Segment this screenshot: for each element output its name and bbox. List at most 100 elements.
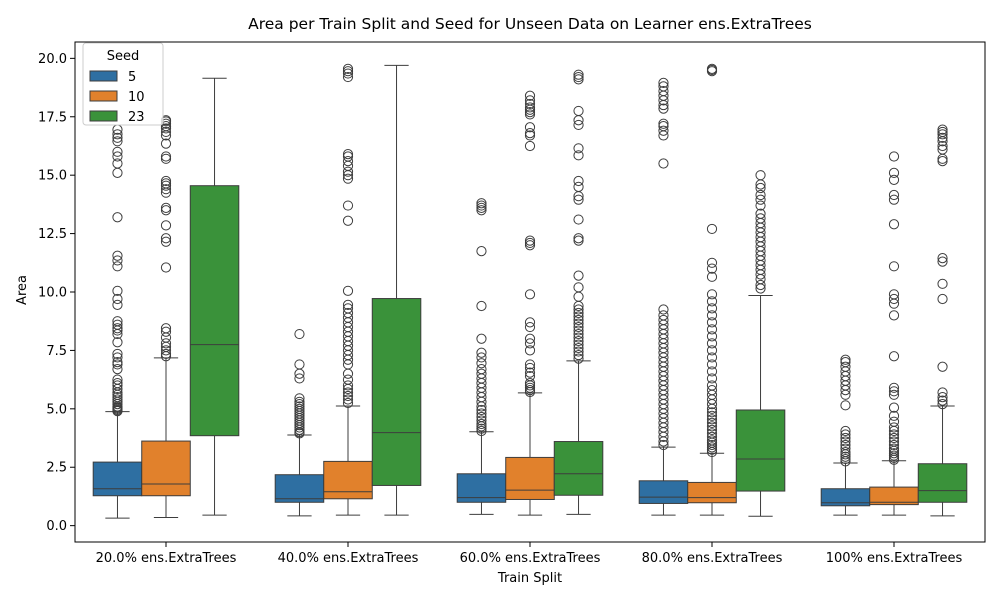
outlier-point: [706, 417, 718, 428]
x-tick-label: 60.0% ens.ExtraTrees: [460, 551, 601, 566]
outlier-point: [888, 436, 900, 447]
outlier-point: [160, 153, 172, 164]
outlier-point: [888, 174, 900, 185]
outlier-point: [112, 255, 123, 266]
outlier-point: [888, 194, 900, 205]
outlier-point: [476, 425, 487, 437]
outlier-point: [888, 439, 900, 451]
outlier-point: [112, 146, 123, 157]
box-body: [189, 185, 240, 437]
y-tick-label: 0.0: [46, 519, 67, 534]
outlier-point: [112, 348, 123, 360]
outlier-point: [294, 396, 305, 407]
y-axis: 0.0 2.5 5.0 7.5 10.0 12.5 15.0 17.5 20.0: [38, 52, 75, 534]
outlier-point: [573, 143, 584, 154]
outlier-point: [706, 366, 718, 377]
outlier-point: [573, 74, 584, 85]
x-tick-label: 40.0% ens.ExtraTrees: [278, 551, 419, 566]
x-tick-label: 100% ens.ExtraTrees: [826, 551, 963, 566]
y-tick-label: 12.5: [38, 227, 67, 242]
outlier-point: [342, 63, 354, 74]
outlier-point: [476, 364, 487, 375]
outlier-point: [937, 253, 948, 264]
outlier-point: [524, 128, 536, 139]
box-body: [638, 480, 689, 504]
outlier-point: [573, 342, 584, 354]
outlier-point: [706, 223, 718, 235]
box-10-3: [687, 63, 737, 516]
outlier-point: [112, 316, 123, 327]
outlier-point: [755, 213, 766, 224]
outlier-point: [573, 346, 584, 357]
outlier-point: [706, 385, 718, 396]
outlier-point: [573, 321, 584, 333]
box-10-1: [323, 63, 373, 516]
outlier-point: [524, 317, 536, 328]
outlier-point: [524, 237, 536, 249]
x-tick-label: 20.0% ens.ExtraTrees: [96, 551, 237, 566]
outlier-point: [658, 304, 669, 315]
outlier-point: [524, 382, 536, 393]
outlier-point: [160, 202, 172, 213]
legend-label-23: 23: [128, 110, 145, 125]
outlier-point: [342, 307, 354, 319]
box-5-4: [820, 354, 871, 516]
outlier-point: [573, 235, 584, 246]
outlier-point: [840, 429, 851, 440]
outlier-point: [573, 214, 584, 225]
outlier-point: [342, 303, 354, 314]
outlier-point: [888, 448, 900, 459]
outlier-point: [888, 189, 900, 201]
outlier-point: [573, 270, 584, 281]
outlier-point: [937, 392, 948, 403]
outlier-point: [706, 296, 718, 307]
outlier-point: [342, 390, 354, 402]
box-23-4: [917, 124, 968, 517]
outlier-point: [160, 345, 172, 356]
outlier-point: [294, 403, 305, 414]
outlier-point: [160, 121, 172, 132]
x-axis-label: Train Split: [497, 571, 562, 586]
legend-box: [82, 42, 164, 126]
y-tick-label: 7.5: [46, 344, 67, 359]
outlier-point: [840, 436, 851, 447]
outlier-point: [706, 352, 718, 363]
outlier-point: [294, 393, 305, 404]
outlier-point: [573, 71, 584, 83]
outlier-point: [573, 328, 584, 340]
box-10-4: [869, 151, 919, 516]
outlier-point: [160, 348, 172, 360]
box-5-3: [638, 77, 689, 516]
outlier-point: [937, 399, 948, 410]
outlier-point: [706, 317, 718, 328]
box-5-2: [456, 198, 507, 515]
outlier-point: [476, 333, 487, 344]
outlier-point: [524, 338, 536, 349]
outlier-point: [160, 220, 172, 231]
outlier-point: [112, 394, 123, 405]
box-10-2: [505, 90, 555, 516]
outlier-point: [658, 439, 669, 451]
outlier-point: [573, 314, 584, 326]
outlier-point: [706, 407, 718, 418]
outlier-point: [706, 431, 718, 442]
outlier-point: [476, 200, 487, 211]
outlier-point: [658, 81, 669, 92]
outlier-point: [476, 423, 487, 434]
outlier-point: [840, 446, 851, 458]
outlier-point: [840, 425, 851, 437]
y-tick-label: 5.0: [46, 402, 67, 417]
outlier-point: [160, 123, 172, 134]
outlier-point: [112, 250, 123, 261]
outlier-point: [888, 450, 900, 461]
outlier-point: [840, 356, 851, 368]
outlier-point: [524, 130, 536, 141]
outlier-point: [706, 414, 718, 425]
outlier-point: [706, 428, 718, 439]
box-23-1: [371, 64, 422, 516]
box-body: [505, 456, 555, 500]
outlier-point: [937, 156, 948, 167]
outlier-point: [160, 184, 172, 195]
outlier-point: [160, 262, 172, 273]
outlier-point: [160, 151, 172, 162]
